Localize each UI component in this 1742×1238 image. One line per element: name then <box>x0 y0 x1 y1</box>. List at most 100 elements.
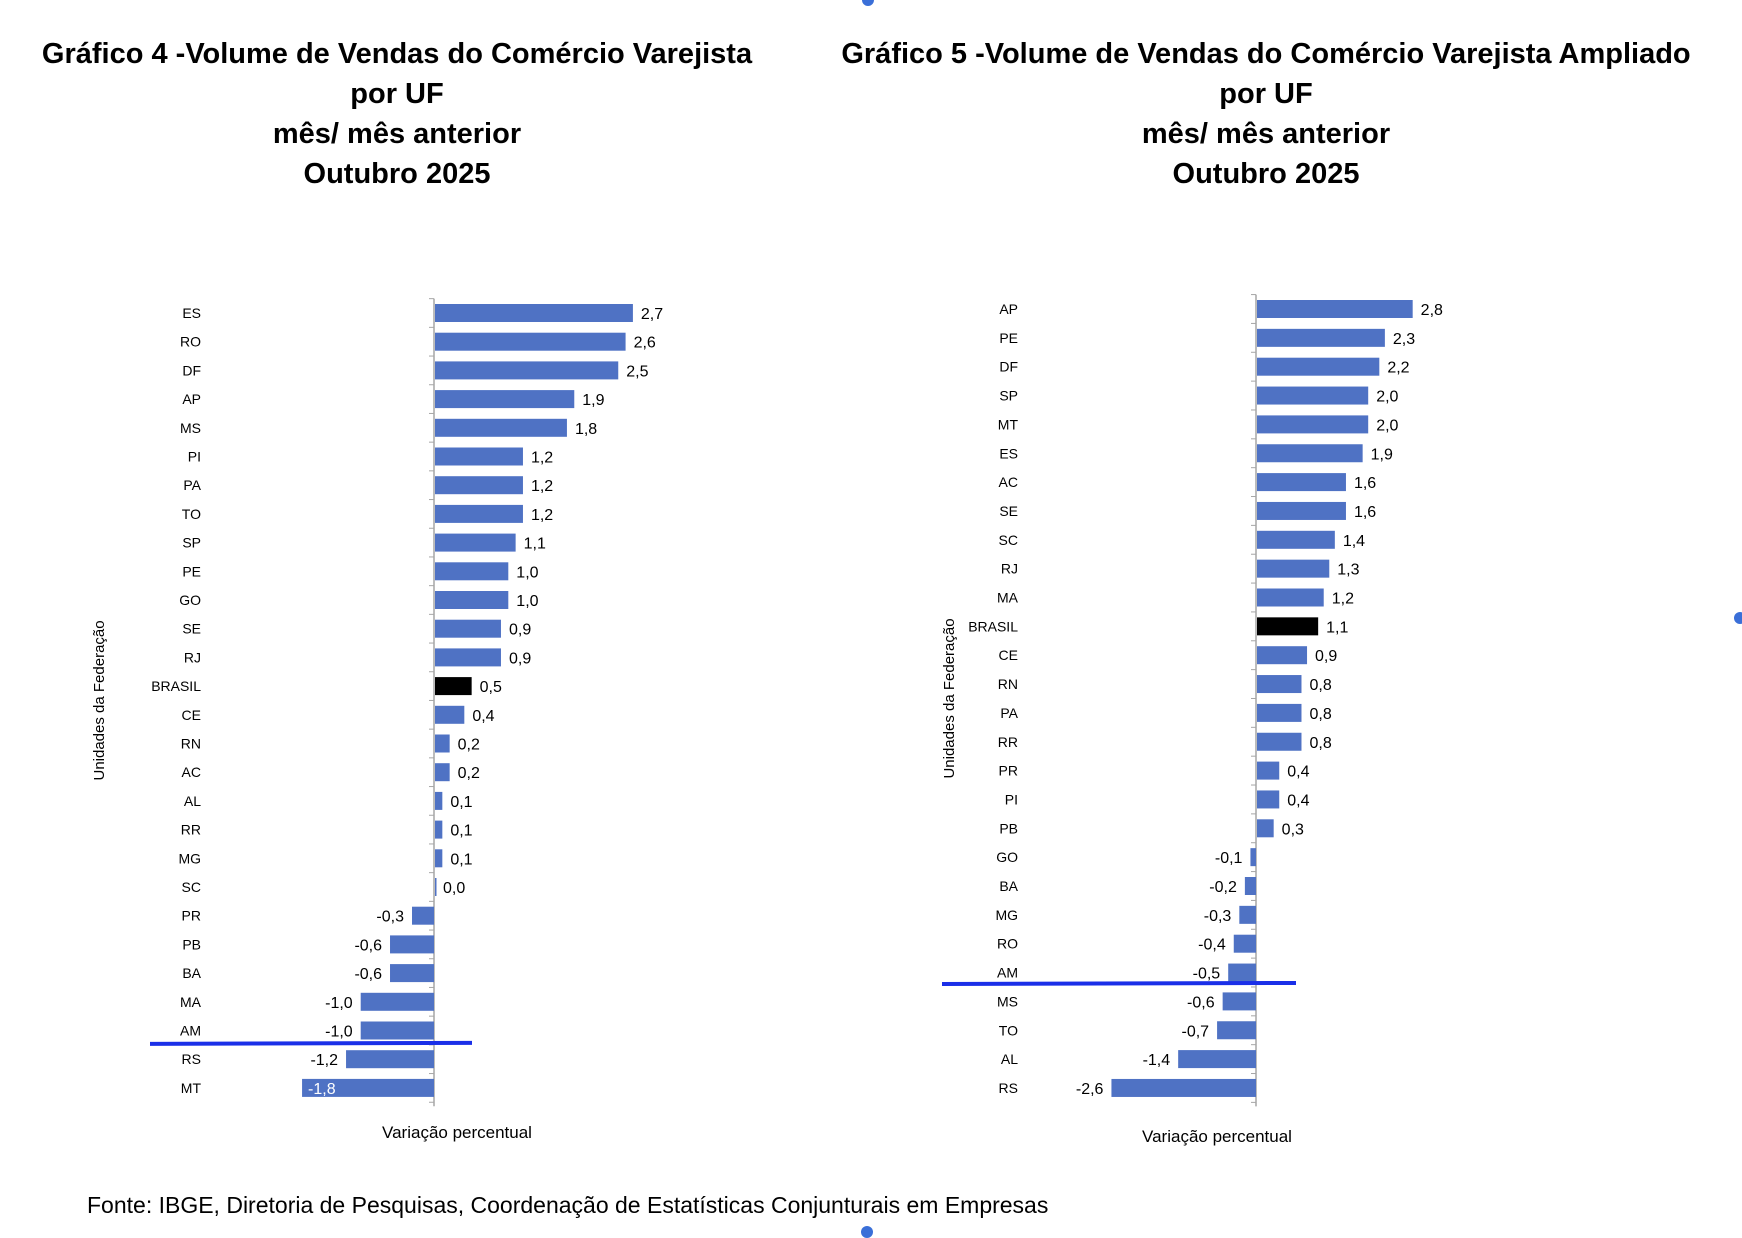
data-label: 1,8 <box>575 421 597 438</box>
category-label: PA <box>183 477 201 493</box>
data-label: -0,6 <box>354 966 382 983</box>
chart-5-title-line: mês/ mês anterior <box>1141 118 1391 150</box>
bar-rn <box>435 734 450 753</box>
category-label: MS <box>180 420 201 436</box>
data-label: 2,6 <box>634 335 656 352</box>
category-label: BA <box>999 878 1018 894</box>
chart-4-title-line: por UF <box>350 78 444 110</box>
x-axis-title: Variação percentual <box>1142 1127 1292 1146</box>
data-label: 0,0 <box>443 880 465 897</box>
bar-sp <box>435 533 516 552</box>
category-label: TO <box>182 506 201 522</box>
data-label: 0,1 <box>450 794 472 811</box>
data-label: 1,9 <box>1371 446 1393 463</box>
data-label: -1,8 <box>308 1081 336 1098</box>
data-label: -0,1 <box>1215 850 1243 867</box>
data-label: 2,0 <box>1376 389 1398 406</box>
bar-to <box>1217 1021 1256 1040</box>
category-label: AP <box>999 301 1018 317</box>
category-label: PA <box>1000 705 1018 721</box>
data-label: 2,0 <box>1376 417 1398 434</box>
category-label: PI <box>188 449 201 465</box>
bar-ac <box>435 763 450 782</box>
data-label: 0,8 <box>1309 706 1331 723</box>
data-label: 2,2 <box>1387 360 1409 377</box>
category-label: RS <box>182 1051 201 1067</box>
bar-go <box>435 591 509 609</box>
data-label: 0,8 <box>1309 735 1331 752</box>
category-label: ES <box>182 305 201 321</box>
bar-rs <box>346 1050 434 1069</box>
category-label: PE <box>182 563 201 579</box>
data-label: -1,4 <box>1143 1052 1171 1069</box>
data-label: 0,4 <box>1287 764 1309 781</box>
data-label: 2,5 <box>626 363 648 380</box>
data-label: -1,0 <box>325 1024 353 1041</box>
category-label: RJ <box>184 649 201 665</box>
source-footer: Fonte: IBGE, Diretoria de Pesquisas, Coo… <box>87 1192 1049 1218</box>
chart-5-title-line: Outubro 2025 <box>1172 158 1360 190</box>
data-label: -0,7 <box>1182 1023 1210 1040</box>
category-label: SC <box>999 532 1018 548</box>
data-label: 0,4 <box>1287 792 1309 809</box>
category-label: AL <box>184 793 201 809</box>
bar-ma <box>360 992 434 1011</box>
selection-handle-icon[interactable] <box>861 1226 873 1238</box>
bar-ms <box>435 418 567 437</box>
category-label: AC <box>999 474 1018 490</box>
selection-handle-icon[interactable] <box>1734 612 1742 624</box>
category-label: GO <box>179 592 201 608</box>
bar-ba <box>390 964 434 983</box>
data-label: 1,2 <box>531 478 553 495</box>
data-label: 1,3 <box>1337 562 1359 579</box>
data-label: 0,9 <box>509 622 531 639</box>
category-label: PI <box>1005 791 1018 807</box>
data-label: -0,3 <box>1204 908 1232 925</box>
data-label: 2,3 <box>1393 331 1415 348</box>
bar-pe <box>1257 328 1385 347</box>
bar-rr <box>1257 732 1302 751</box>
highlight-divider-line <box>149 1040 473 1046</box>
category-label: SP <box>182 535 201 551</box>
data-label: 0,9 <box>1315 648 1337 665</box>
bar-es <box>1257 444 1363 463</box>
data-label: 1,1 <box>524 536 546 553</box>
bar-ap <box>1257 300 1413 318</box>
data-label: 0,5 <box>480 679 502 696</box>
bar-rs <box>1111 1078 1256 1097</box>
chart-5-title-line: Gráfico 5 -Volume de Vendas do Comércio … <box>841 38 1691 70</box>
category-label: RR <box>181 822 201 838</box>
bar-ro <box>435 332 626 351</box>
data-label: 0,2 <box>458 765 480 782</box>
bar-al <box>435 791 443 810</box>
bar-brasil <box>435 677 472 696</box>
data-label: 1,0 <box>516 564 538 581</box>
bar-pa <box>1257 703 1302 722</box>
category-label: AP <box>182 391 201 407</box>
bar-ac <box>1257 473 1346 492</box>
bar-es <box>435 304 633 322</box>
category-label: AL <box>1001 1051 1018 1067</box>
category-label: CE <box>999 647 1018 663</box>
bar-rn <box>1257 675 1302 694</box>
chart-5-title-line: por UF <box>1219 78 1313 110</box>
bar-pb <box>390 935 434 954</box>
category-label: BA <box>182 965 201 981</box>
data-label: 1,1 <box>1326 619 1348 636</box>
category-label: MG <box>995 907 1018 923</box>
bar-pi <box>435 447 523 466</box>
chart-4-title-line: Outubro 2025 <box>303 158 491 190</box>
data-label: 0,8 <box>1309 677 1331 694</box>
category-label: SE <box>182 621 201 637</box>
bar-mt <box>302 1078 434 1097</box>
y-axis-title: Unidades da Federação <box>91 620 108 780</box>
data-label: 0,2 <box>458 737 480 754</box>
category-label: AM <box>180 1023 201 1039</box>
selection-handle-icon[interactable] <box>862 0 874 6</box>
category-label: RO <box>997 936 1018 952</box>
category-label: MA <box>180 994 202 1010</box>
category-label: SP <box>999 388 1018 404</box>
data-label: 1,0 <box>516 593 538 610</box>
chart-4-title-line: Gráfico 4 -Volume de Vendas do Comércio … <box>41 38 753 70</box>
data-label: 1,6 <box>1354 475 1376 492</box>
